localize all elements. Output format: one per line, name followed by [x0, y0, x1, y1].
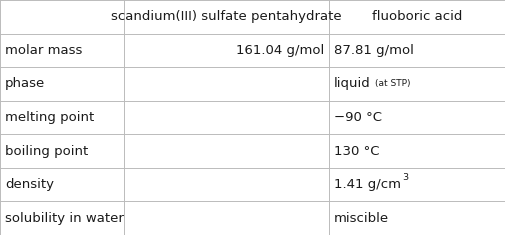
- Text: phase: phase: [5, 77, 45, 90]
- Text: fluoboric acid: fluoboric acid: [372, 10, 462, 23]
- Text: 3: 3: [401, 173, 408, 182]
- Text: −90 °C: −90 °C: [333, 111, 381, 124]
- Text: melting point: melting point: [5, 111, 94, 124]
- Text: (at STP): (at STP): [374, 79, 410, 88]
- Text: 161.04 g/mol: 161.04 g/mol: [235, 44, 323, 57]
- Text: density: density: [5, 178, 54, 191]
- Text: 87.81 g/mol: 87.81 g/mol: [333, 44, 413, 57]
- Text: miscible: miscible: [333, 212, 388, 225]
- Text: solubility in water: solubility in water: [5, 212, 124, 225]
- Text: 130 °C: 130 °C: [333, 145, 379, 158]
- Text: molar mass: molar mass: [5, 44, 82, 57]
- Text: scandium(III) sulfate pentahydrate: scandium(III) sulfate pentahydrate: [111, 10, 341, 23]
- Text: boiling point: boiling point: [5, 145, 88, 158]
- Text: 1.41 g/cm: 1.41 g/cm: [333, 178, 400, 191]
- Text: liquid: liquid: [333, 77, 370, 90]
